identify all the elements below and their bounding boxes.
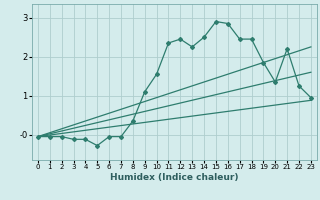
- X-axis label: Humidex (Indice chaleur): Humidex (Indice chaleur): [110, 173, 239, 182]
